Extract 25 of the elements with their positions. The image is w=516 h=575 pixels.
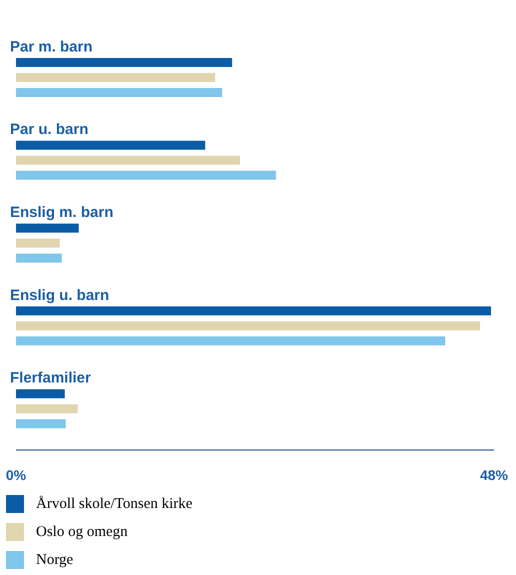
bar [16,170,276,180]
legend-label: Årvoll skole/Tonsen kirke [36,496,192,512]
bar [16,306,492,316]
y-tick-label: Flerfamilier [10,370,92,387]
bar [16,88,222,97]
bar [16,73,216,82]
x-tick-label: 0% [6,467,27,483]
legend-label: Norge [36,552,74,568]
bar [16,238,60,248]
bar [16,389,65,398]
x-tick-label: 48% [480,467,509,483]
bar [16,58,232,67]
bar [16,156,240,165]
bar [16,404,78,414]
bar [16,140,206,150]
y-tick-label: Par u. barn [10,121,88,138]
bar [16,336,446,346]
bar [16,321,480,330]
legend-label: Oslo og omegn [36,524,128,540]
y-tick-label: Enslig m. barn [10,204,114,221]
bar [16,224,79,233]
y-tick-label: Par m. barn [10,38,93,56]
y-tick-label: Enslig u. barn [10,286,110,304]
bar [16,254,62,263]
bar [16,419,66,428]
